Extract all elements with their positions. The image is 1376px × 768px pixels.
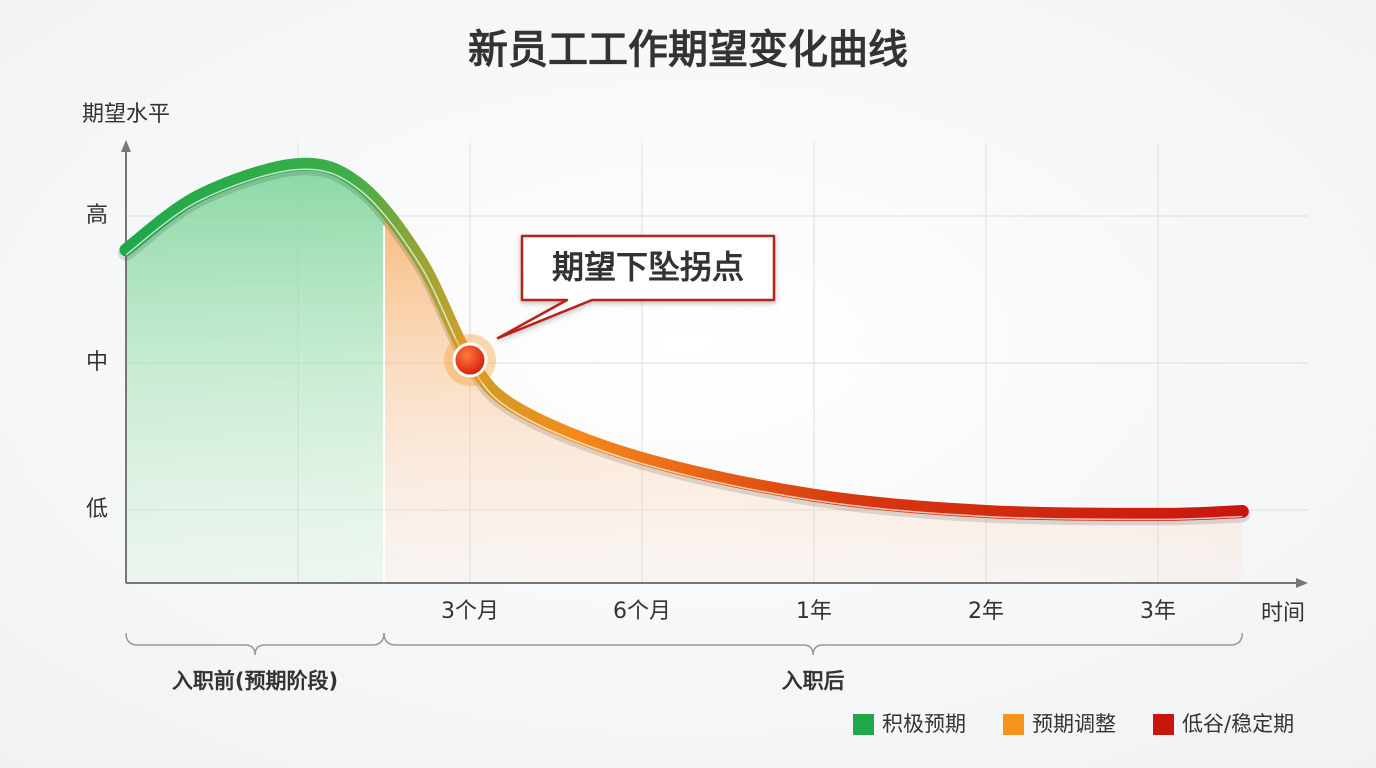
- callout-text: 期望下坠拐点: [552, 248, 744, 286]
- legend-label: 积极预期: [882, 712, 966, 736]
- phase-brace: [125, 632, 385, 656]
- legend-swatch: [1153, 714, 1174, 735]
- callout-box: [496, 234, 776, 340]
- plot: 期望下坠拐点: [118, 157, 1251, 526]
- x-tick-label: 2年: [968, 599, 1004, 624]
- line: [119, 157, 1249, 521]
- legend-label: 低谷/稳定期: [1182, 712, 1294, 736]
- area-group: [126, 164, 1243, 584]
- y-tick-label: 低: [86, 497, 108, 522]
- x-tick-label: 3年: [1140, 599, 1176, 624]
- x-tick-label: 1年: [796, 599, 832, 624]
- y-tick-label: 中: [86, 350, 108, 375]
- area-adjust: [384, 209, 1243, 584]
- line-highlight: [125, 168, 1243, 521]
- y-axis-label: 期望水平: [82, 102, 170, 127]
- x-axis-label: 时间: [1261, 601, 1305, 626]
- phase-label: 入职前(预期阶段): [172, 669, 338, 693]
- phase-brace: [383, 632, 1244, 656]
- legend-swatch: [853, 714, 874, 735]
- y-arrow: [121, 140, 131, 152]
- x-tick-label: 3个月: [441, 599, 499, 624]
- phase-label: 入职后: [782, 669, 845, 693]
- x-tick-label: 6个月: [613, 599, 671, 624]
- x-arrow: [1296, 578, 1308, 588]
- chart-title: 新员工工作期望变化曲线: [468, 27, 908, 73]
- area-positive: [126, 164, 384, 584]
- y-tick-label: 高: [86, 203, 108, 228]
- turning-point: [452, 342, 488, 378]
- legend-label: 预期调整: [1032, 712, 1116, 736]
- legend-swatch: [1003, 714, 1024, 735]
